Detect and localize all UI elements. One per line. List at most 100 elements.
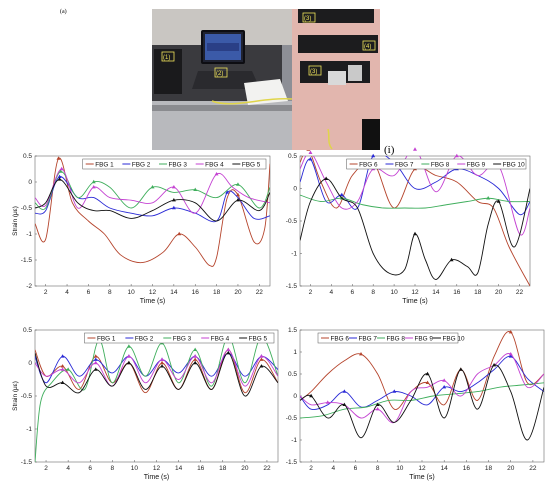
series-line-fbg-8 bbox=[300, 194, 530, 209]
legend-label: FBG 2 bbox=[135, 335, 154, 342]
chart-4: 2 4 6 8 10 12 14 16 18 20 22 1.5 1 0.5 0 -0.5 -1 -1.5 Time… bbox=[286, 327, 545, 481]
peak-marker bbox=[308, 157, 313, 161]
y-tick-label: -1.5 bbox=[286, 459, 298, 466]
peak-marker bbox=[93, 357, 98, 361]
x-tick-label: 12 bbox=[153, 465, 161, 472]
y-axis-title: Strain (με) bbox=[12, 381, 19, 411]
peak-marker bbox=[324, 176, 329, 180]
x-tick-label: 10 bbox=[128, 289, 136, 296]
peak-marker bbox=[235, 182, 240, 186]
x-tick-label: 8 bbox=[108, 289, 112, 296]
peak-marker bbox=[57, 174, 62, 178]
peak-marker bbox=[449, 257, 454, 262]
legend-label: FBG 2 bbox=[132, 161, 151, 168]
legend-label: FBG 3 bbox=[169, 161, 188, 168]
peak-marker bbox=[226, 350, 231, 355]
plot-area bbox=[299, 329, 545, 463]
peak-marker bbox=[177, 231, 182, 236]
peak-marker bbox=[160, 360, 165, 365]
series-line-fbg-8 bbox=[300, 382, 544, 419]
series-line-fbg-5 bbox=[35, 352, 278, 397]
legend-box bbox=[346, 158, 527, 170]
peak-marker bbox=[91, 185, 96, 189]
y-tick-label: -1.5 bbox=[21, 459, 33, 466]
legend-label: FBG 6 bbox=[331, 335, 350, 342]
peak-marker bbox=[226, 347, 231, 351]
peak-marker bbox=[126, 344, 131, 348]
series-line-fbg-9 bbox=[300, 353, 544, 424]
y-tick-label: 0 bbox=[28, 179, 32, 186]
peak-marker bbox=[57, 177, 62, 181]
x-tick-label: 12 bbox=[149, 289, 157, 296]
legend-label: FBG 9 bbox=[415, 335, 434, 342]
peak-marker bbox=[66, 367, 71, 371]
x-tick-label: 6 bbox=[354, 465, 358, 472]
y-tick-label: 0 bbox=[293, 393, 297, 400]
x-tick-label: 20 bbox=[234, 289, 242, 296]
x-tick-label: 2 bbox=[309, 465, 313, 472]
peak-marker bbox=[160, 364, 165, 368]
peak-marker bbox=[392, 389, 397, 393]
legend-label: FBG 8 bbox=[387, 335, 406, 342]
peak-marker bbox=[235, 198, 240, 202]
x-tick-label: 10 bbox=[396, 465, 404, 472]
x-tick-label: 20 bbox=[507, 465, 515, 472]
legend-label: FBG 4 bbox=[205, 161, 224, 168]
y-tick-label: -1 bbox=[26, 426, 32, 433]
peak-marker bbox=[308, 150, 313, 154]
x-tick-label: 6 bbox=[88, 465, 92, 472]
peak-marker bbox=[171, 198, 176, 202]
x-tick-label: 14 bbox=[441, 465, 449, 472]
legend-box bbox=[84, 332, 275, 344]
legend-box bbox=[317, 332, 459, 344]
x-tick-label: 18 bbox=[213, 289, 221, 296]
chart-1: 2 4 6 8 10 12 14 16 18 20 22 0.5 0 -0.5 -1 -1.5 -2 Time (… bbox=[12, 153, 271, 305]
x-tick-label: 2 bbox=[44, 289, 48, 296]
peak-marker bbox=[371, 153, 376, 158]
y-tick-label: 0 bbox=[293, 186, 297, 193]
series-line-fbg-2 bbox=[35, 176, 270, 223]
y-tick-label: 0.5 bbox=[288, 153, 297, 160]
peak-marker bbox=[359, 352, 363, 356]
peak-marker bbox=[214, 172, 219, 176]
photo-label-4: (4) bbox=[364, 44, 371, 50]
legend-label: FBG 5 bbox=[249, 335, 268, 342]
legend-label: FBG 10 bbox=[503, 161, 525, 168]
peak-marker bbox=[60, 367, 65, 371]
x-tick-label: 18 bbox=[485, 465, 493, 472]
x-tick-label: 14 bbox=[175, 465, 183, 472]
peak-marker bbox=[442, 385, 447, 389]
peak-marker bbox=[59, 166, 64, 171]
x-tick-label: 14 bbox=[170, 289, 178, 296]
plot-area bbox=[34, 155, 271, 287]
peak-marker bbox=[193, 187, 198, 191]
x-tick-label: 16 bbox=[192, 289, 200, 296]
peak-marker bbox=[486, 196, 491, 200]
peak-marker bbox=[375, 407, 380, 411]
y-tick-label: -1 bbox=[291, 251, 297, 258]
peak-marker bbox=[339, 192, 344, 197]
y-tick-label: 1 bbox=[293, 349, 297, 356]
x-tick-label: 14 bbox=[432, 289, 440, 296]
x-tick-label: 4 bbox=[330, 289, 334, 296]
peak-marker bbox=[160, 357, 165, 361]
peak-marker bbox=[126, 360, 131, 365]
x-tick-label: 6 bbox=[87, 289, 91, 296]
peak-marker bbox=[309, 393, 314, 398]
y-tick-label: -0.5 bbox=[21, 393, 33, 400]
y-tick-label: -1.5 bbox=[286, 283, 298, 290]
x-tick-label: 18 bbox=[219, 465, 227, 472]
x-tick-label: 6 bbox=[350, 289, 354, 296]
setup-photo: (1) (2) (3) (4) (3) bbox=[152, 9, 380, 150]
series-line-fbg-6 bbox=[300, 331, 544, 410]
plot-area bbox=[299, 155, 531, 287]
peak-marker bbox=[93, 360, 98, 365]
peak-marker bbox=[508, 352, 513, 356]
peak-marker bbox=[259, 364, 264, 368]
x-tick-label: 8 bbox=[111, 465, 115, 472]
y-tick-label: 0 bbox=[28, 360, 32, 367]
peak-marker bbox=[235, 192, 240, 197]
x-axis-title: Time (s) bbox=[144, 474, 169, 481]
x-tick-label: 16 bbox=[453, 289, 461, 296]
x-tick-label: 22 bbox=[529, 465, 537, 472]
